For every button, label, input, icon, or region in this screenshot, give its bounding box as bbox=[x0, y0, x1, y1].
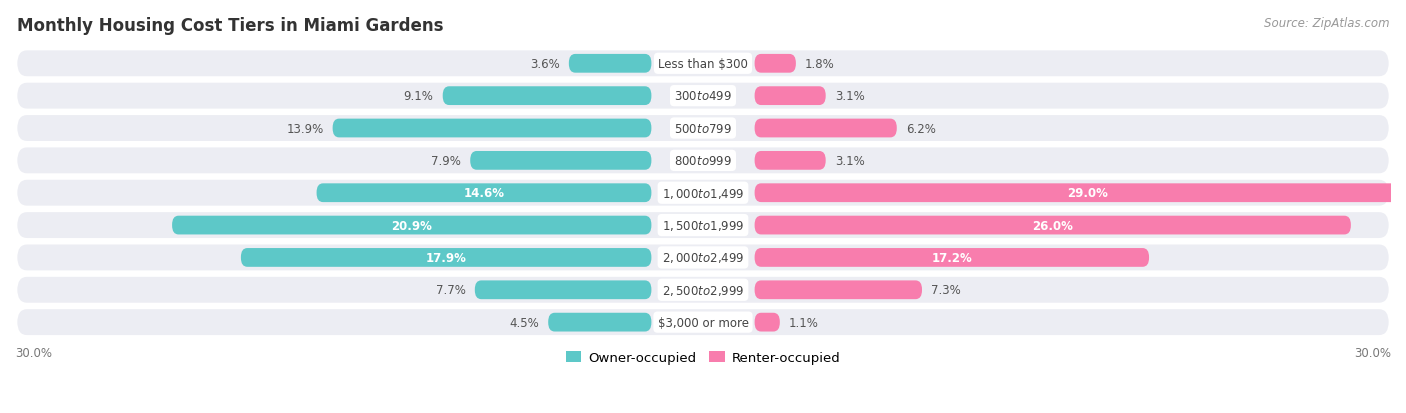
Text: $300 to $499: $300 to $499 bbox=[673, 90, 733, 103]
FancyBboxPatch shape bbox=[17, 309, 1389, 335]
Text: Source: ZipAtlas.com: Source: ZipAtlas.com bbox=[1264, 17, 1389, 29]
Text: 30.0%: 30.0% bbox=[1354, 347, 1391, 360]
FancyBboxPatch shape bbox=[569, 55, 651, 74]
FancyBboxPatch shape bbox=[17, 116, 1389, 142]
FancyBboxPatch shape bbox=[755, 119, 897, 138]
FancyBboxPatch shape bbox=[755, 313, 780, 332]
FancyBboxPatch shape bbox=[172, 216, 651, 235]
Text: 3.1%: 3.1% bbox=[835, 90, 865, 103]
Text: 3.6%: 3.6% bbox=[530, 58, 560, 71]
FancyBboxPatch shape bbox=[17, 180, 1389, 206]
FancyBboxPatch shape bbox=[17, 213, 1389, 238]
Text: 13.9%: 13.9% bbox=[287, 122, 323, 135]
Text: $2,000 to $2,499: $2,000 to $2,499 bbox=[662, 251, 744, 265]
FancyBboxPatch shape bbox=[17, 83, 1389, 109]
Text: 26.0%: 26.0% bbox=[1032, 219, 1073, 232]
FancyBboxPatch shape bbox=[333, 119, 651, 138]
FancyBboxPatch shape bbox=[755, 281, 922, 299]
Text: 29.0%: 29.0% bbox=[1067, 187, 1108, 200]
Text: 7.7%: 7.7% bbox=[436, 284, 465, 297]
FancyBboxPatch shape bbox=[755, 216, 1351, 235]
Text: Less than $300: Less than $300 bbox=[658, 58, 748, 71]
FancyBboxPatch shape bbox=[443, 87, 651, 106]
FancyBboxPatch shape bbox=[755, 87, 825, 106]
Text: $3,000 or more: $3,000 or more bbox=[658, 316, 748, 329]
FancyBboxPatch shape bbox=[755, 249, 1149, 267]
FancyBboxPatch shape bbox=[17, 148, 1389, 174]
FancyBboxPatch shape bbox=[17, 277, 1389, 303]
Text: $500 to $799: $500 to $799 bbox=[673, 122, 733, 135]
FancyBboxPatch shape bbox=[17, 51, 1389, 77]
Text: $1,000 to $1,499: $1,000 to $1,499 bbox=[662, 186, 744, 200]
Text: Monthly Housing Cost Tiers in Miami Gardens: Monthly Housing Cost Tiers in Miami Gard… bbox=[17, 17, 443, 34]
Text: 3.1%: 3.1% bbox=[835, 154, 865, 167]
Legend: Owner-occupied, Renter-occupied: Owner-occupied, Renter-occupied bbox=[560, 346, 846, 370]
FancyBboxPatch shape bbox=[755, 184, 1406, 203]
FancyBboxPatch shape bbox=[755, 152, 825, 170]
Text: 6.2%: 6.2% bbox=[905, 122, 936, 135]
Text: 9.1%: 9.1% bbox=[404, 90, 433, 103]
Text: 20.9%: 20.9% bbox=[391, 219, 432, 232]
Text: 17.9%: 17.9% bbox=[426, 252, 467, 264]
FancyBboxPatch shape bbox=[470, 152, 651, 170]
FancyBboxPatch shape bbox=[475, 281, 651, 299]
Text: 7.9%: 7.9% bbox=[432, 154, 461, 167]
FancyBboxPatch shape bbox=[17, 245, 1389, 271]
Text: $800 to $999: $800 to $999 bbox=[673, 154, 733, 167]
Text: 30.0%: 30.0% bbox=[15, 347, 52, 360]
Text: 1.8%: 1.8% bbox=[806, 58, 835, 71]
Text: 14.6%: 14.6% bbox=[464, 187, 505, 200]
FancyBboxPatch shape bbox=[548, 313, 651, 332]
Text: $1,500 to $1,999: $1,500 to $1,999 bbox=[662, 218, 744, 233]
FancyBboxPatch shape bbox=[240, 249, 651, 267]
Text: 1.1%: 1.1% bbox=[789, 316, 818, 329]
FancyBboxPatch shape bbox=[316, 184, 651, 203]
Text: 4.5%: 4.5% bbox=[509, 316, 538, 329]
FancyBboxPatch shape bbox=[755, 55, 796, 74]
Text: $2,500 to $2,999: $2,500 to $2,999 bbox=[662, 283, 744, 297]
Text: 7.3%: 7.3% bbox=[931, 284, 960, 297]
Text: 17.2%: 17.2% bbox=[931, 252, 972, 264]
